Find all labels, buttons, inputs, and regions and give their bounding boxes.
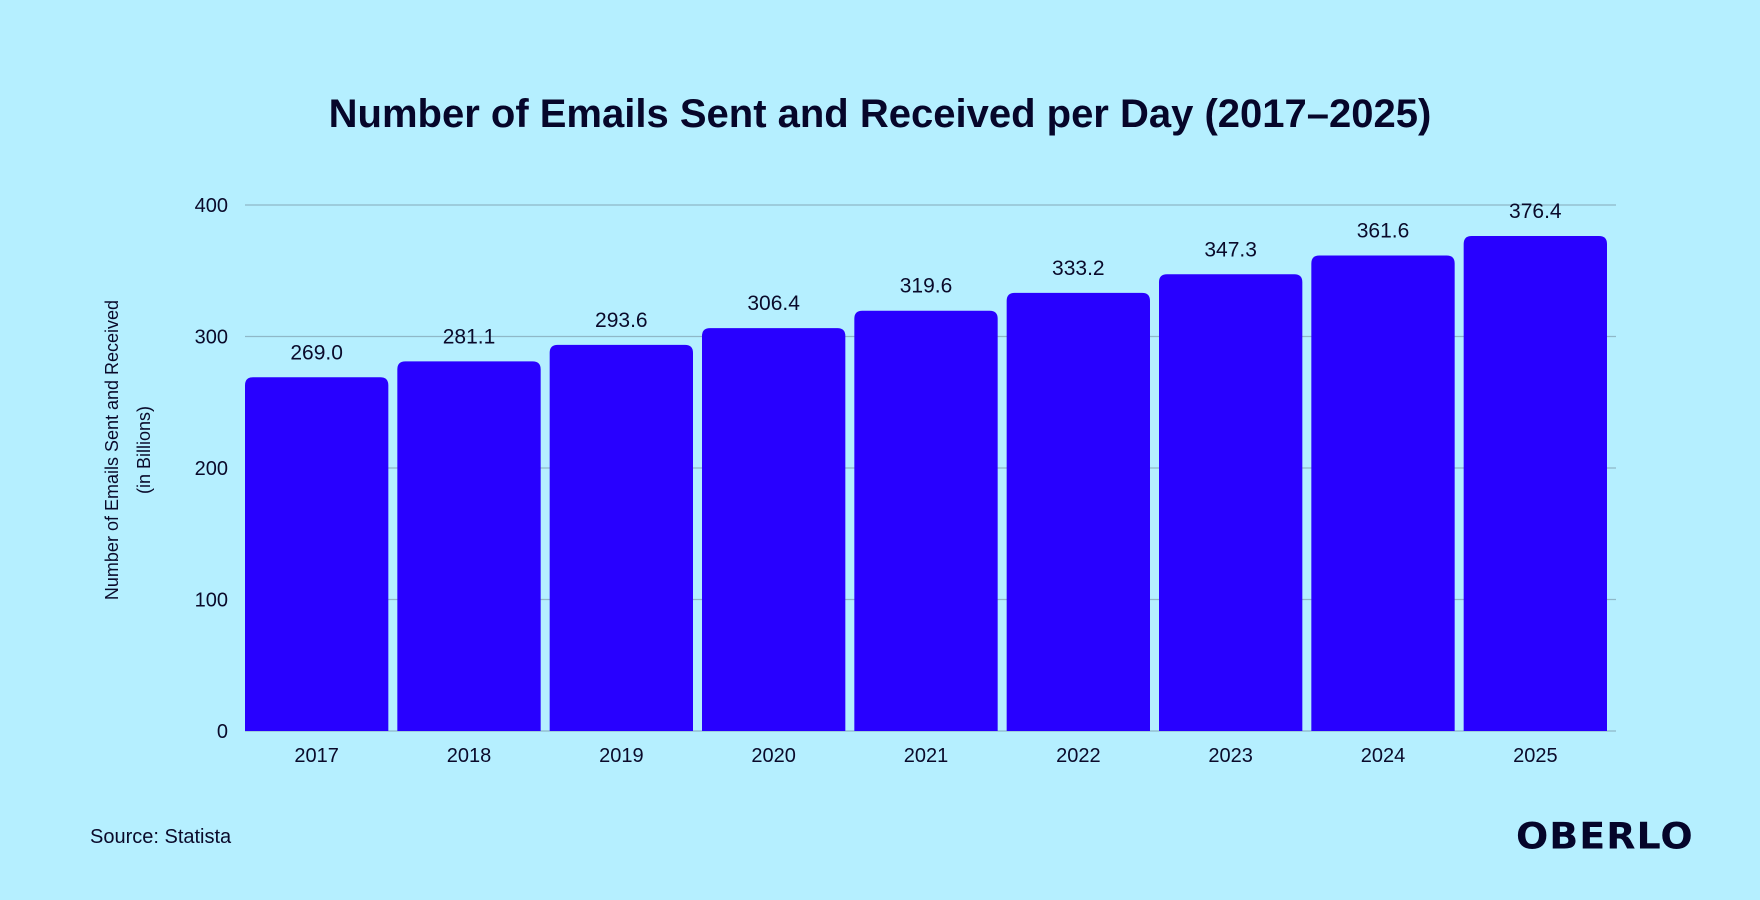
y-tick-label: 300 [195, 327, 228, 349]
bar [702, 328, 846, 731]
x-tick-label: 2023 [1208, 745, 1253, 767]
bar [854, 310, 998, 731]
bar [245, 377, 389, 731]
x-tick-label: 2021 [904, 745, 949, 767]
data-label: 293.6 [595, 309, 648, 332]
data-label: 361.6 [1357, 219, 1410, 242]
x-tick-label: 2025 [1513, 745, 1558, 767]
data-label: 347.3 [1204, 238, 1257, 261]
bar [397, 361, 541, 731]
y-axis-label: Number of Emails Sent and Received (in B… [96, 300, 160, 600]
x-tick-label: 2017 [294, 745, 339, 767]
y-axis-label-line1: Number of Emails Sent and Received [102, 299, 122, 601]
x-tick-label: 2018 [447, 745, 492, 767]
source-note: Source: Statista [90, 826, 232, 848]
x-tick-label: 2024 [1361, 745, 1406, 767]
chart-title: Number of Emails Sent and Received per D… [328, 92, 1432, 136]
data-label: 281.1 [443, 325, 496, 348]
oberlo-logo: OBERLO [1516, 815, 1694, 857]
x-tick-label: 2020 [751, 745, 796, 767]
y-tick-label: 0 [217, 721, 228, 743]
bar [1159, 274, 1303, 731]
x-tick-label: 2022 [1056, 745, 1101, 767]
data-label: 319.6 [900, 275, 953, 298]
bar [549, 344, 693, 731]
y-axis-label-line2: (in Billions) [134, 405, 154, 495]
bar [1463, 236, 1607, 731]
y-tick-label: 100 [195, 590, 228, 612]
data-label: 306.4 [747, 292, 800, 315]
y-tick-label: 200 [195, 458, 228, 480]
bar [1311, 255, 1455, 731]
data-label: 333.2 [1052, 257, 1105, 280]
data-label: 269.0 [290, 341, 343, 364]
bar [1006, 292, 1150, 731]
data-label: 376.4 [1509, 200, 1562, 223]
x-tick-label: 2019 [599, 745, 644, 767]
y-tick-label: 400 [195, 195, 228, 217]
